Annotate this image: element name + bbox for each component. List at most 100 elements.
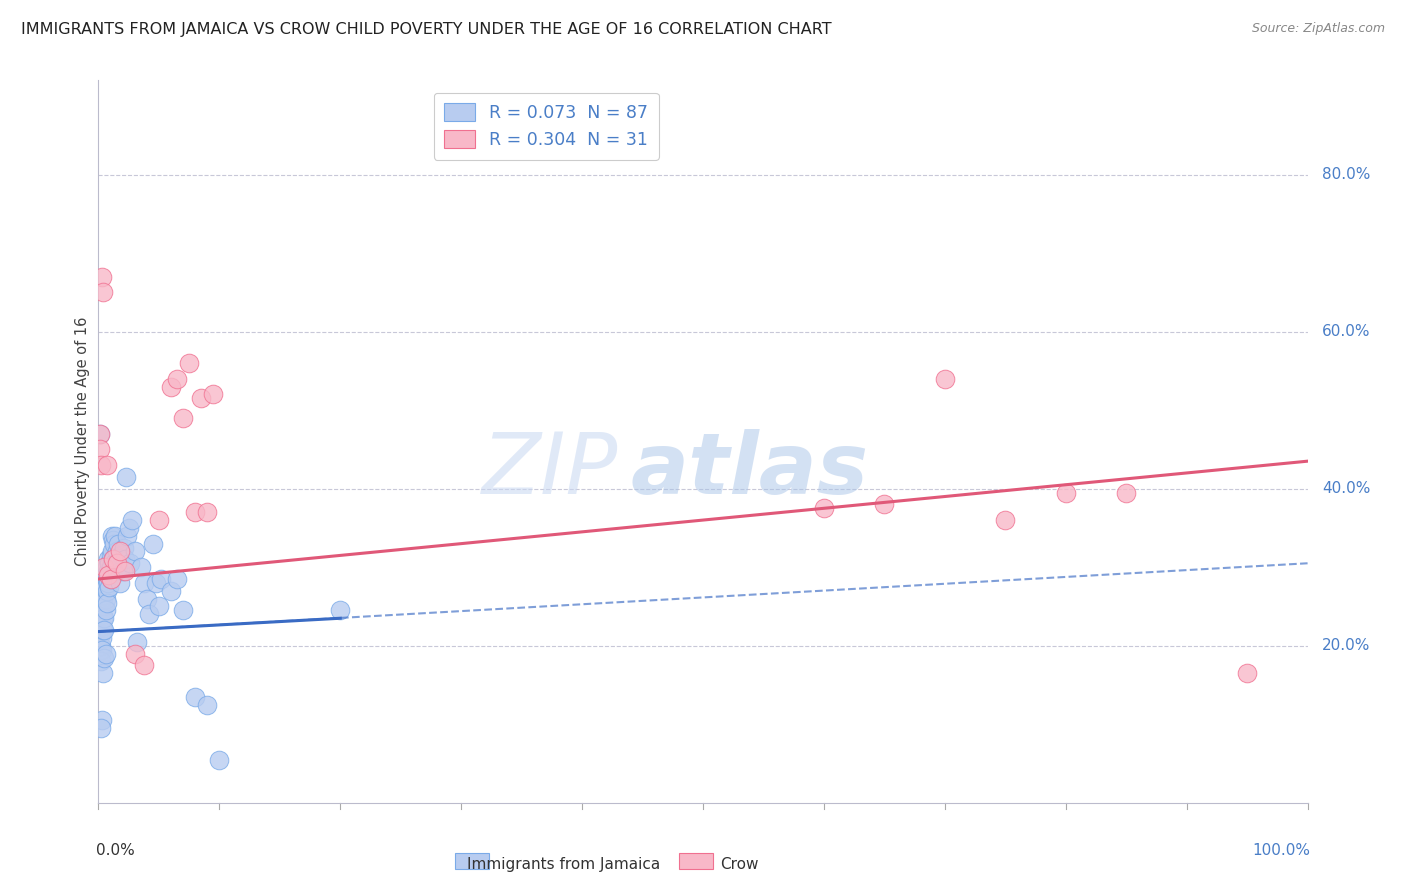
- Point: [166, 372, 188, 386]
- Text: ZIP: ZIP: [482, 429, 619, 512]
- Point: [208, 753, 231, 767]
- Point: [97, 564, 120, 578]
- Point: [91, 269, 114, 284]
- Point: [98, 568, 121, 582]
- Point: [190, 392, 212, 406]
- Point: [89, 442, 111, 457]
- Point: [994, 513, 1017, 527]
- Point: [90, 615, 112, 630]
- Point: [108, 564, 131, 578]
- Point: [96, 595, 118, 609]
- FancyBboxPatch shape: [679, 854, 713, 870]
- Point: [127, 635, 149, 649]
- Point: [184, 505, 207, 519]
- Text: IMMIGRANTS FROM JAMAICA VS CROW CHILD POVERTY UNDER THE AGE OF 16 CORRELATION CH: IMMIGRANTS FROM JAMAICA VS CROW CHILD PO…: [21, 22, 832, 37]
- Point: [93, 623, 115, 637]
- Text: atlas: atlas: [630, 429, 869, 512]
- Point: [91, 623, 114, 637]
- Point: [100, 572, 122, 586]
- Point: [150, 572, 173, 586]
- Point: [124, 544, 146, 558]
- Point: [103, 536, 125, 550]
- Text: 80.0%: 80.0%: [1322, 167, 1371, 182]
- Point: [97, 568, 120, 582]
- Point: [873, 497, 896, 511]
- Point: [91, 631, 114, 645]
- Point: [90, 627, 112, 641]
- Point: [94, 580, 117, 594]
- Point: [91, 591, 114, 606]
- Point: [107, 536, 129, 550]
- Point: [97, 552, 120, 566]
- Point: [101, 552, 124, 566]
- Point: [96, 458, 118, 472]
- Point: [94, 603, 117, 617]
- Point: [90, 655, 112, 669]
- Point: [89, 426, 111, 441]
- Point: [121, 513, 143, 527]
- Text: 60.0%: 60.0%: [1322, 324, 1371, 339]
- Point: [101, 552, 124, 566]
- Point: [117, 529, 139, 543]
- Point: [107, 556, 129, 570]
- Point: [104, 529, 127, 543]
- Text: Immigrants from Jamaica: Immigrants from Jamaica: [467, 857, 661, 872]
- Point: [97, 575, 120, 590]
- Point: [91, 583, 114, 598]
- Point: [108, 544, 131, 558]
- Point: [91, 599, 114, 614]
- Point: [103, 556, 125, 570]
- Point: [90, 458, 112, 472]
- Point: [172, 411, 194, 425]
- Point: [148, 513, 170, 527]
- Text: 100.0%: 100.0%: [1251, 843, 1310, 857]
- Point: [142, 536, 165, 550]
- Point: [114, 564, 136, 578]
- FancyBboxPatch shape: [456, 854, 489, 870]
- Point: [89, 627, 111, 641]
- Point: [118, 556, 141, 570]
- Point: [135, 591, 157, 606]
- Point: [115, 470, 138, 484]
- Point: [1236, 666, 1258, 681]
- Point: [89, 426, 111, 441]
- Point: [94, 568, 117, 582]
- Y-axis label: Child Poverty Under the Age of 16: Child Poverty Under the Age of 16: [75, 317, 90, 566]
- Point: [91, 714, 114, 728]
- Point: [111, 564, 134, 578]
- Point: [98, 556, 121, 570]
- Point: [160, 379, 183, 393]
- Point: [184, 690, 207, 704]
- Point: [98, 580, 121, 594]
- Point: [101, 533, 124, 547]
- Point: [112, 541, 135, 555]
- Point: [100, 549, 122, 563]
- Point: [195, 698, 218, 712]
- Point: [813, 501, 835, 516]
- Point: [118, 521, 141, 535]
- Text: 40.0%: 40.0%: [1322, 481, 1371, 496]
- Point: [108, 575, 131, 590]
- Point: [134, 575, 156, 590]
- Point: [148, 599, 170, 614]
- Text: 0.0%: 0.0%: [96, 843, 135, 857]
- Point: [90, 721, 112, 735]
- Point: [90, 599, 112, 614]
- Text: Crow: Crow: [720, 857, 758, 872]
- Point: [91, 619, 114, 633]
- Point: [138, 607, 160, 622]
- Point: [96, 572, 118, 586]
- Point: [91, 285, 114, 300]
- Point: [105, 556, 128, 570]
- Point: [145, 575, 167, 590]
- Point: [110, 549, 132, 563]
- Point: [100, 544, 122, 558]
- Point: [93, 588, 115, 602]
- Point: [108, 552, 131, 566]
- Point: [166, 572, 188, 586]
- Point: [134, 658, 156, 673]
- Point: [160, 583, 183, 598]
- Point: [1054, 485, 1077, 500]
- Point: [100, 529, 122, 543]
- Point: [172, 603, 194, 617]
